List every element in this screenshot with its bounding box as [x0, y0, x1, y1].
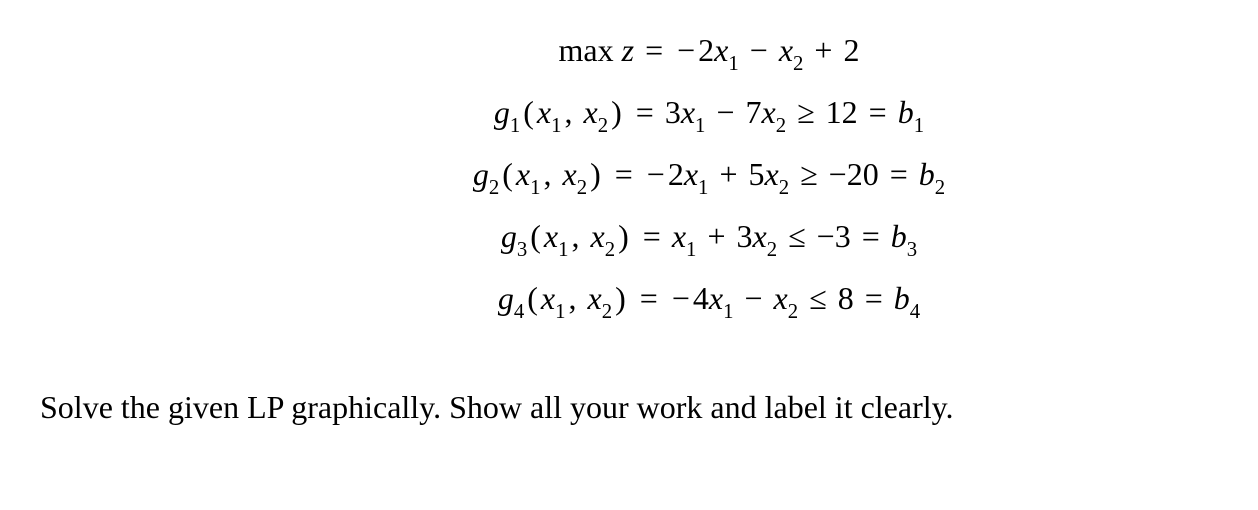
prompt-text: Solve the given LP graphically. Show all… — [30, 389, 1228, 426]
constraint-1: g1(x1, x2) = 3x1 − 7x2 ≥ 12 = b1 — [190, 82, 1228, 144]
constraint-2: g2(x1, x2) = −2x1 + 5x2 ≥ −20 = b2 — [190, 144, 1228, 206]
z-var: z — [622, 32, 634, 68]
max-keyword: max — [559, 32, 614, 68]
objective-line: max z = −2x1 − x2 + 2 — [190, 20, 1228, 82]
obj-rhs: −2x1 − x2 + 2 — [674, 32, 859, 68]
constraint-3: g3(x1, x2) = x1 + 3x2 ≤ −3 = b3 — [190, 206, 1228, 268]
equations-block: max z = −2x1 − x2 + 2 g1(x1, x2) = 3x1 −… — [30, 20, 1228, 329]
constraint-4: g4(x1, x2) = −4x1 − x2 ≤ 8 = b4 — [190, 268, 1228, 330]
